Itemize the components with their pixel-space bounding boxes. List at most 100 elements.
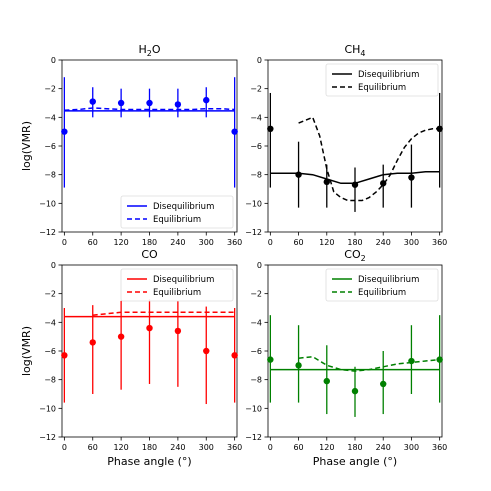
panel-title: CH4 (344, 43, 365, 58)
x-tick-label: 180 (142, 443, 157, 452)
legend-box (325, 63, 439, 97)
x-tick-label: 120 (113, 443, 128, 452)
legend-box (325, 268, 439, 302)
panel-title: H2O (138, 43, 160, 58)
x-tick-label: 120 (319, 443, 334, 452)
data-point (117, 99, 125, 107)
y-tick-label: −2 (44, 290, 56, 299)
series-line-equilibrium (298, 116, 440, 202)
data-point (323, 178, 330, 186)
y-tick-label: 0 (257, 261, 262, 270)
legend-label: Disequilibrium (153, 202, 214, 212)
y-tick-label: −8 (44, 376, 56, 385)
y-tick-label: −8 (250, 376, 262, 385)
x-tick-label: 300 (199, 238, 214, 247)
title-main: CH (344, 43, 360, 56)
x-tick-label: 240 (170, 238, 185, 247)
x-tick-label: 60 (88, 238, 98, 247)
data-point (380, 380, 387, 388)
legend: Disequilibrium Equilibrium (325, 268, 439, 302)
y-axis-label: log(VMR) (20, 326, 33, 376)
legend-label: Equilibrium (153, 288, 201, 298)
chart-panel-1: 0 −2 −4 −6 −8 −10 −12 0 60 120 180 240 300 360 CH4 Dise… (245, 43, 447, 247)
data-point (174, 101, 182, 108)
y-tick-label: −6 (44, 142, 56, 151)
data-point (231, 352, 238, 359)
x-tick-label: 240 (376, 443, 391, 452)
chart-panel-2: 0 −2 −4 −6 −8 −10 −12 0 60 120 180 240 300 360 CO log(V… (20, 248, 242, 468)
y-tick-label: −6 (250, 347, 262, 356)
x-tick-label: 0 (268, 238, 273, 247)
data-point (61, 352, 68, 359)
legend-box (120, 195, 234, 229)
title-subscript: 2 (147, 49, 152, 58)
y-tick-label: −4 (44, 113, 56, 122)
x-tick-label: 360 (432, 238, 447, 247)
title-main: CO (141, 248, 158, 261)
title-main: H (138, 43, 146, 56)
title-subscript: 4 (360, 49, 365, 58)
panel-title: CO (141, 248, 158, 261)
y-tick-label: −2 (250, 85, 262, 94)
chart-panel-3: 0 −2 −4 −6 −8 −10 −12 0 60 120 180 240 300 360 CO2 Phas… (245, 248, 447, 468)
y-tick-label: −2 (250, 290, 262, 299)
legend-label: Equilibrium (358, 83, 406, 93)
x-tick-label: 180 (142, 238, 157, 247)
y-tick-label: −12 (245, 228, 262, 237)
panel-title: CO2 (344, 248, 365, 263)
data-point (267, 356, 274, 363)
x-tick-label: 180 (347, 443, 362, 452)
data-point (146, 99, 153, 107)
x-tick-label: 240 (170, 443, 185, 452)
data-point (231, 128, 238, 135)
data-point (267, 125, 274, 132)
x-tick-label: 0 (62, 443, 67, 452)
legend-label: Disequilibrium (358, 70, 419, 80)
y-tick-label: −10 (39, 404, 56, 413)
x-tick-label: 60 (88, 443, 98, 452)
data-point (146, 324, 153, 332)
legend-label: Disequilibrium (153, 275, 214, 285)
y-tick-label: −8 (44, 171, 56, 180)
x-tick-label: 180 (347, 238, 362, 247)
y-tick-label: −10 (39, 199, 56, 208)
data-point (61, 128, 68, 135)
title-main: CO (344, 248, 361, 261)
x-tick-label: 0 (62, 238, 67, 247)
legend-label: Disequilibrium (358, 275, 419, 285)
y-tick-label: −4 (250, 113, 262, 122)
x-tick-label: 360 (432, 443, 447, 452)
legend-label: Equilibrium (153, 215, 201, 225)
chart-panel-0: 0−2−4−6−8−10−120 60 120 180 240 300 360H2Olog(… (20, 43, 242, 247)
data-point (174, 327, 182, 335)
y-tick-label: −12 (245, 433, 262, 442)
x-axis-label: Phase angle (°) (313, 455, 397, 468)
title-tail: O (152, 43, 161, 56)
data-point (295, 362, 302, 369)
x-tick-label: 120 (113, 238, 128, 247)
x-tick-label: 0 (268, 443, 273, 452)
legend-label: Equilibrium (358, 288, 406, 298)
y-tick-label: 0 (51, 261, 56, 270)
data-point (408, 357, 415, 365)
x-tick-label: 360 (227, 443, 242, 452)
title-subscript: 2 (361, 254, 366, 263)
data-point (436, 356, 443, 363)
y-tick-label: −12 (39, 228, 56, 237)
data-point (203, 347, 210, 355)
y-tick-label: −12 (39, 433, 56, 442)
x-tick-label: 300 (404, 238, 419, 247)
x-tick-label: 240 (376, 238, 391, 247)
y-tick-label: 0 (51, 56, 56, 65)
data-point (380, 180, 387, 187)
x-tick-label: 60 (293, 238, 303, 247)
y-tick-label: −4 (250, 318, 262, 327)
x-axis-label: Phase angle (°) (107, 455, 191, 468)
y-tick-label: −10 (245, 199, 262, 208)
data-point (323, 377, 330, 385)
y-axis-label: log(VMR) (20, 121, 33, 171)
y-tick-label: −4 (44, 318, 56, 327)
y-tick-label: −6 (44, 347, 56, 356)
x-tick-label: 120 (319, 238, 334, 247)
